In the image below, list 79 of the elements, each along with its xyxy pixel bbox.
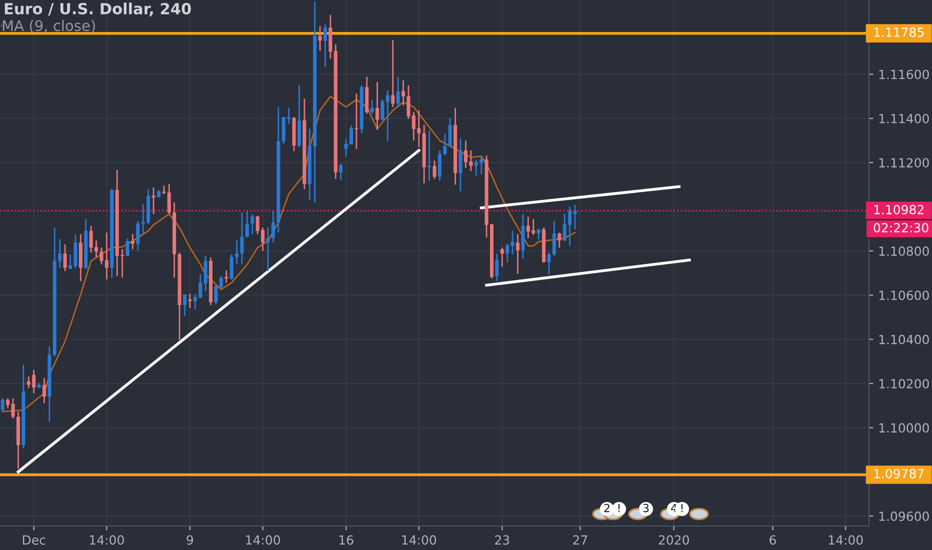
candlestick <box>58 238 62 268</box>
y-tick-label: 1.10400 <box>879 334 929 344</box>
candlestick <box>130 233 134 250</box>
text: 02:22:30 <box>874 222 928 232</box>
y-tick-label: 1.10000 <box>879 423 929 433</box>
candlestick <box>402 79 406 106</box>
y-tick-label: 1.11400 <box>879 114 929 124</box>
candlestick <box>266 226 270 272</box>
candlestick <box>443 133 447 156</box>
candlestick <box>250 213 254 235</box>
candlestick <box>500 246 504 268</box>
x-tick-label: 14:00 <box>828 535 863 545</box>
candlestick <box>167 183 171 215</box>
legend-label: MA (9, close) <box>2 20 95 33</box>
candlestick <box>396 76 400 108</box>
candlestick <box>558 232 562 248</box>
candlestick <box>323 23 327 68</box>
candlestick <box>245 210 249 238</box>
candlestick <box>234 240 239 266</box>
x-tick-label: 14:00 <box>246 535 280 545</box>
candlestick <box>318 25 322 52</box>
chart-title: Euro / U.S. Dollar, 240 <box>4 2 191 16</box>
y-tick-label: 1.10800 <box>879 246 929 256</box>
y-tick-label: 1.11600 <box>879 70 929 80</box>
x-tick-label: 23 <box>495 535 510 545</box>
candlestick <box>448 117 452 148</box>
candlestick <box>224 270 228 284</box>
candlestick <box>63 244 67 272</box>
candlestick <box>271 210 275 244</box>
candlestick <box>380 98 384 122</box>
x-tick-label: 14:00 <box>402 535 436 545</box>
candlestick <box>370 98 374 114</box>
y-tick-label: 1.09600 <box>879 512 929 521</box>
annotation: 2 <box>604 504 610 512</box>
y-tick-label: 1.10600 <box>879 290 929 300</box>
candlestick <box>506 242 510 264</box>
candlestick <box>0 398 4 412</box>
candlestick <box>219 275 223 289</box>
candlestick <box>339 163 343 181</box>
candlestick <box>354 92 358 150</box>
candlestick <box>386 90 390 142</box>
annotation: ! <box>681 504 683 512</box>
candlestick <box>552 220 556 257</box>
ref-line-label: 1.10982 <box>874 204 924 214</box>
candlestick <box>547 252 551 276</box>
candlestick <box>375 81 380 131</box>
x-tick-label: 2020 <box>658 535 689 545</box>
candlestick <box>104 232 108 280</box>
candlestick <box>214 284 218 306</box>
candlestick <box>126 238 130 257</box>
x-tick-label: 9 <box>186 535 194 545</box>
ref-line-label: 1.11785 <box>874 28 924 37</box>
candlestick <box>510 230 514 255</box>
candlestick <box>42 378 46 404</box>
candlestick <box>100 246 104 266</box>
ref-line-label: 1.09787 <box>874 468 924 478</box>
candlestick <box>136 220 140 252</box>
candlestick <box>432 160 436 180</box>
candlestick <box>240 212 244 266</box>
candlestick <box>495 252 499 282</box>
x-tick-label: 16 <box>339 535 354 545</box>
annotation: ! <box>618 504 620 512</box>
x-tick-label: 14:00 <box>90 535 124 545</box>
candlestick <box>391 39 395 108</box>
x-tick-label: Dec <box>22 535 46 545</box>
candlestick <box>458 137 462 192</box>
y-tick-label: 1.10200 <box>879 378 929 388</box>
candlestick <box>182 294 186 317</box>
candlestick <box>188 293 192 309</box>
candlestick <box>204 255 208 292</box>
x-tick-label: 27 <box>573 535 588 545</box>
candlestick <box>516 233 520 274</box>
line-series <box>2 96 576 412</box>
x-tick-label: 6 <box>770 535 776 545</box>
candlestick <box>438 150 442 182</box>
y-tick-label: 1.11200 <box>879 158 929 168</box>
candlestick <box>230 254 234 280</box>
annotation: 3 <box>643 504 649 512</box>
candlestick <box>152 186 156 215</box>
